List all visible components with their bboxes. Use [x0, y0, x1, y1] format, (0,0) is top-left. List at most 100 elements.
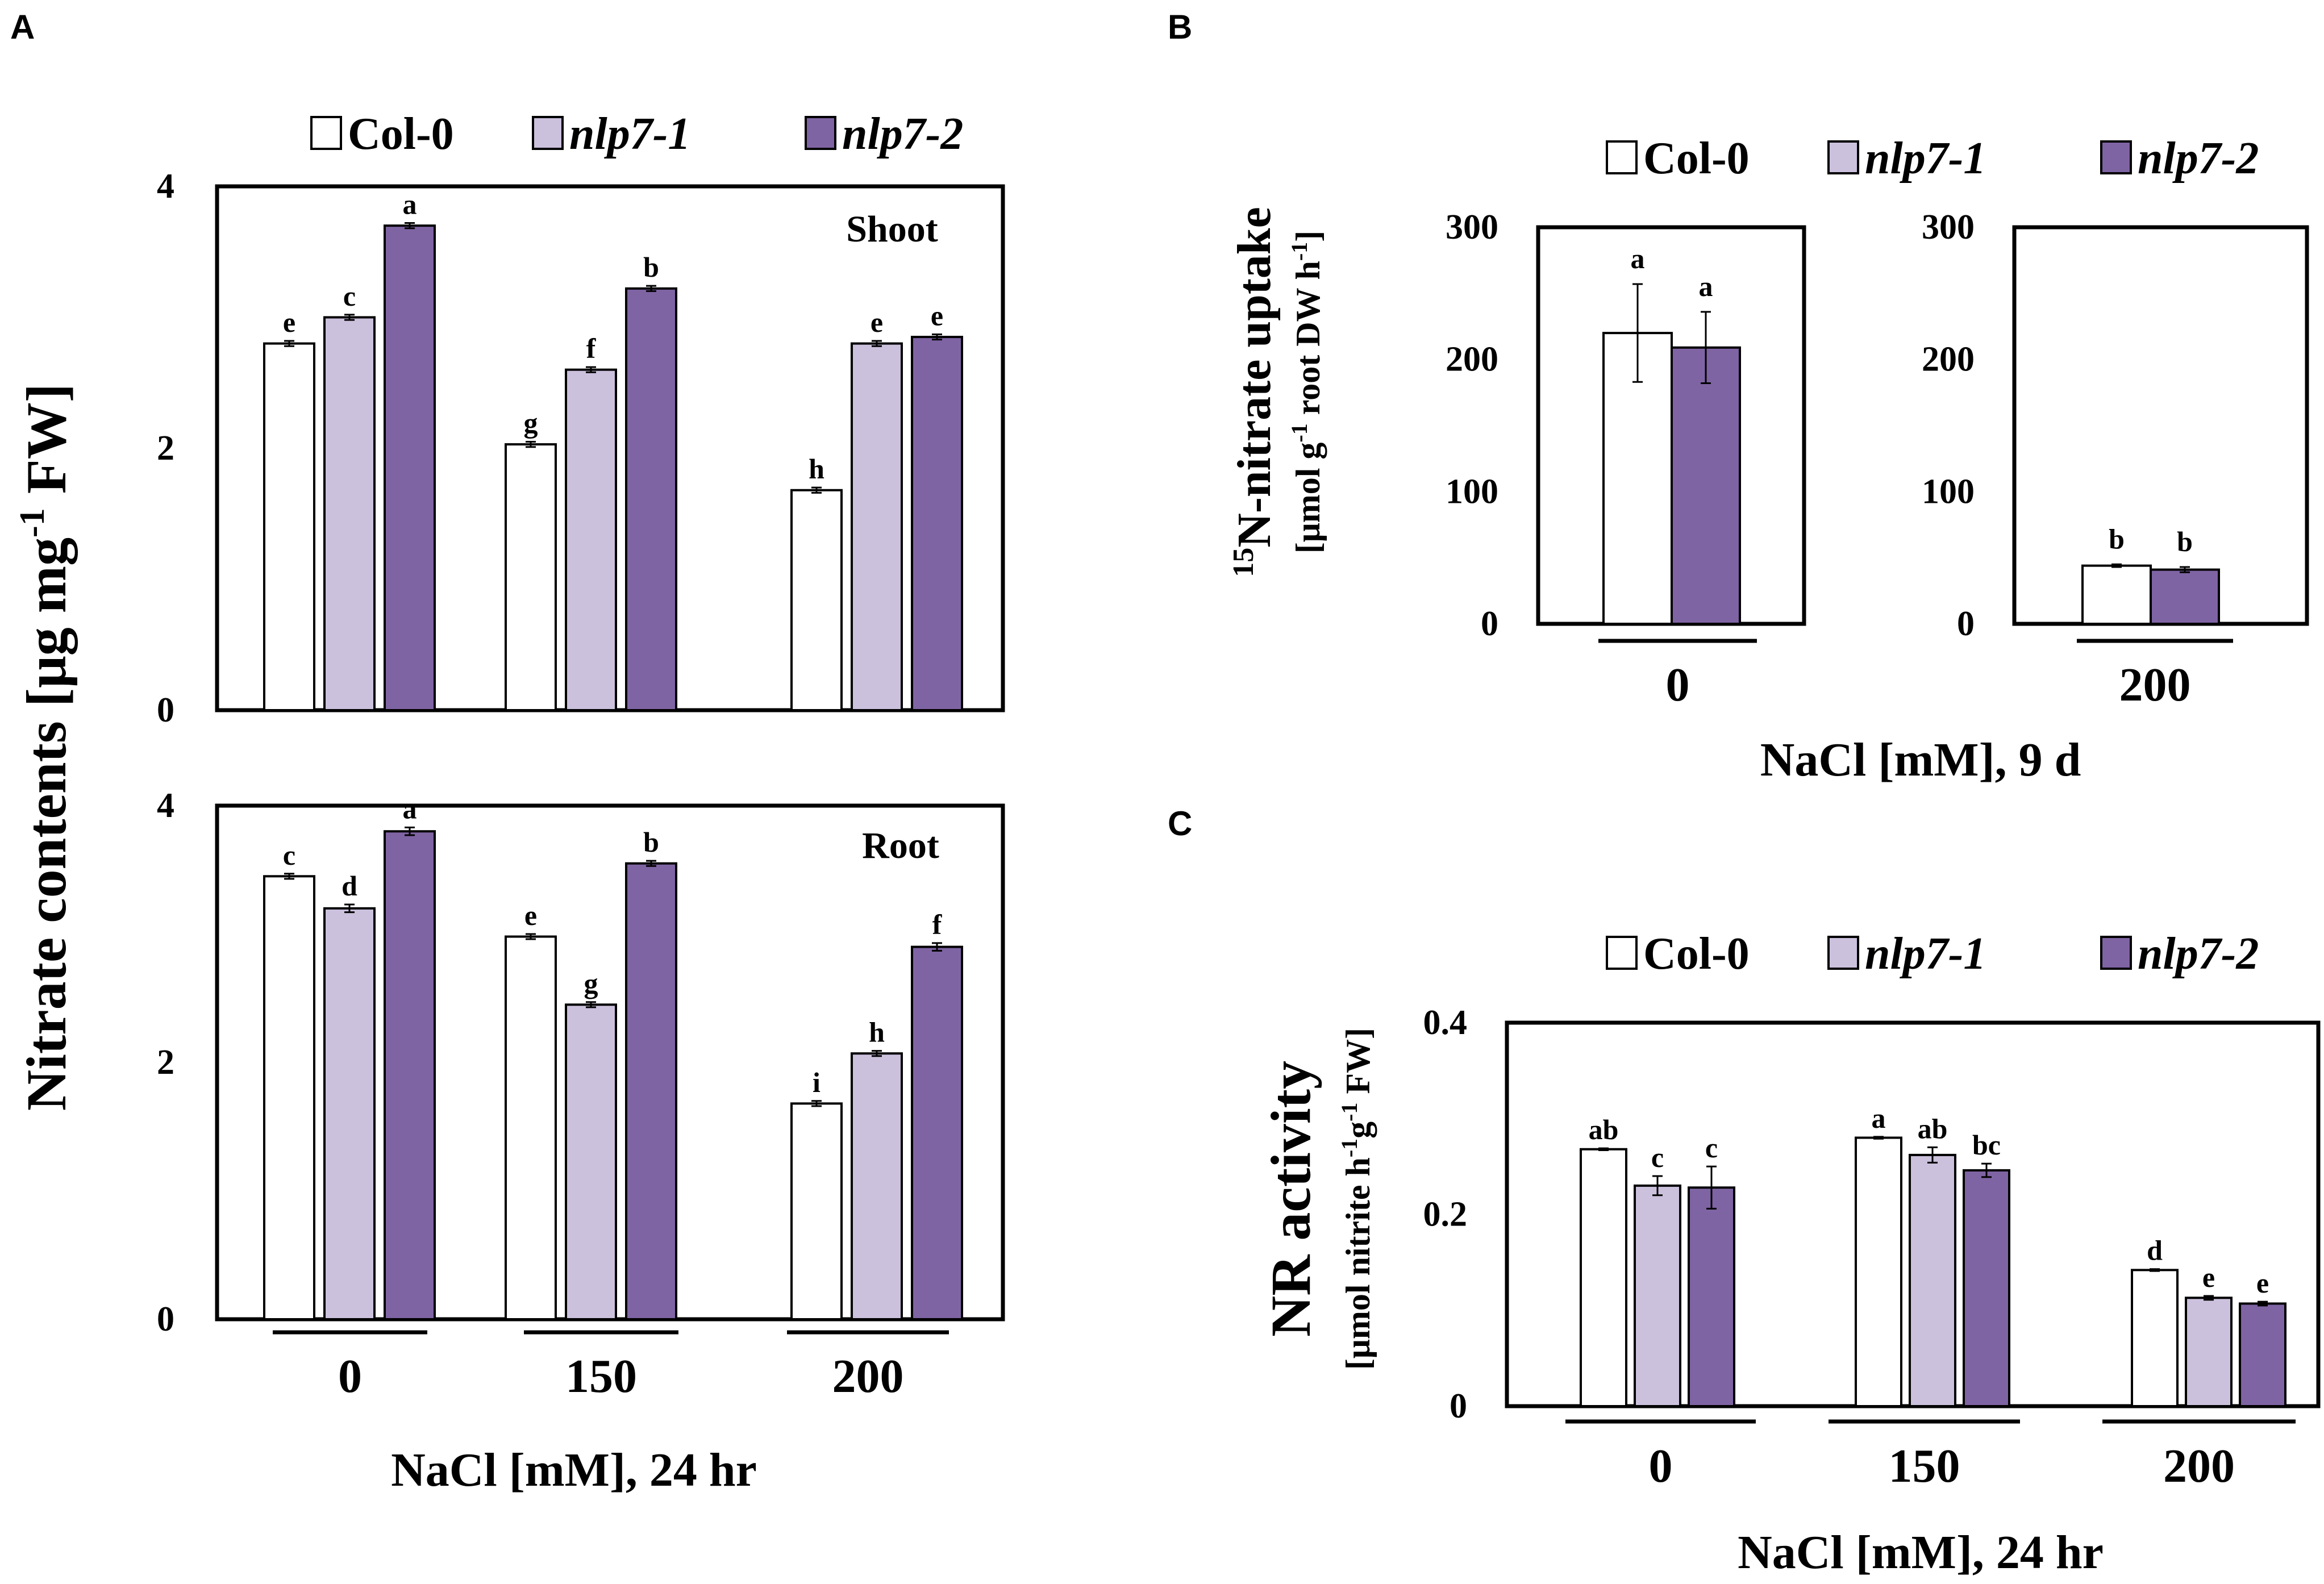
legend-label-nlp72: nlp7-2 — [2138, 929, 2259, 979]
legend-swatch-col0 — [1606, 936, 1638, 970]
panel-a-y-label-tail: FW] — [15, 384, 78, 508]
y-tick-label: 300 — [1922, 208, 1975, 247]
x-category-label-200: 200 — [832, 1350, 904, 1403]
panel-b-y-label2-tail: ] — [1289, 231, 1327, 242]
chart-b-200: 0 100 200 300 b b 200 — [1922, 208, 2309, 711]
inset-label-shoot: Shoot — [846, 209, 938, 250]
y-tick-label: 0 — [157, 691, 174, 730]
significance-letter: a — [1631, 243, 1645, 274]
panel-c-y-axis-label-line1: NR activity — [1259, 1061, 1322, 1337]
y-tick-label: 0.4 — [1423, 1003, 1468, 1042]
panel-b-y-label-sup: 15 — [1227, 548, 1260, 577]
x-category-label-200: 200 — [2163, 1440, 2235, 1493]
bar-nlp7-2-0 — [1688, 1186, 1735, 1407]
x-category-label-200: 200 — [2119, 658, 2191, 711]
bar-nlp7-1-0 — [323, 316, 376, 711]
bar-nlp7-1-200 — [851, 1052, 903, 1321]
significance-letter: f — [586, 332, 597, 364]
panel-a-y-label-main: Nitrate contents [μg mg — [15, 537, 78, 1111]
bar-nlp7-2-200 — [2150, 568, 2220, 626]
panel-a-x-axis-label: NaCl [mM], 24 hr — [391, 1444, 757, 1497]
panel-b-y-label2-mid: root DW h — [1289, 261, 1327, 423]
legend-swatch-nlp71 — [1827, 140, 1859, 174]
panel-c-y-label2-sup2: -1 — [1336, 1103, 1362, 1122]
significance-letter: b — [2109, 523, 2125, 555]
significance-letter: a — [403, 189, 417, 220]
panel-b-y-label2-sup2: -1 — [1286, 242, 1312, 261]
legend-label-nlp71: nlp7-1 — [1865, 134, 1986, 184]
y-tick-label: 0 — [157, 1300, 174, 1339]
legend-swatch-col0 — [310, 116, 342, 150]
x-category-label-0: 0 — [1666, 658, 1690, 711]
panel-c-y-axis-label-line2: [μmol nitrite h-1g-1 FW] — [1336, 1028, 1377, 1370]
inset-label-root: Root — [862, 825, 939, 866]
bar-Col-0-200 — [790, 1102, 843, 1320]
panel-letter-b: B — [1168, 8, 1192, 46]
significance-letter: a — [1699, 270, 1713, 302]
y-tick-label: 0 — [1450, 1387, 1467, 1425]
bar-nlp7-2-0 — [384, 830, 436, 1320]
x-category-label-0: 0 — [338, 1350, 362, 1403]
significance-letter: b — [643, 251, 659, 283]
significance-letter: e — [931, 299, 943, 331]
bar-nlp7-1-150 — [1909, 1153, 1956, 1407]
y-tick-label: 200 — [1446, 340, 1498, 379]
significance-letter: g — [524, 407, 538, 439]
panel-b-y-label-text: N-nitrate uptake — [1228, 207, 1281, 548]
bar-nlp7-2-200 — [2239, 1302, 2286, 1407]
significance-letter: e — [2256, 1267, 2269, 1299]
chart-b-0: 0 100 200 300 a a 0 — [1446, 208, 1806, 711]
bar-nlp7-1-200 — [851, 342, 903, 711]
y-tick-label: 200 — [1922, 340, 1975, 379]
x-category-label-150: 150 — [565, 1350, 637, 1403]
significance-letter: bc — [1972, 1129, 2001, 1161]
panel-c-y-label2-b: g — [1339, 1122, 1377, 1139]
y-tick-label: 0 — [1481, 605, 1498, 643]
panel-b-y-axis-label-line2: [μmol g-1 root DW h-1] — [1286, 231, 1327, 553]
bar-nlp7-1-0 — [1634, 1184, 1681, 1407]
y-tick-label: 2 — [157, 429, 174, 468]
bar-Col-0-0 — [1580, 1148, 1627, 1407]
significance-letter: c — [343, 280, 356, 312]
significance-letter: f — [932, 908, 943, 940]
bar-nlp7-1-150 — [565, 1003, 617, 1321]
legend-panel-c: Col-0 nlp7-1 nlp7-2 — [1606, 929, 2259, 979]
significance-letter: ab — [1589, 1114, 1619, 1145]
bar-nlp7-2-150 — [1963, 1169, 2010, 1407]
panel-a-x-categories: 0 150 200 — [273, 1330, 949, 1403]
panel-c-y-label2-a: [μmol nitrite h — [1339, 1157, 1377, 1370]
bar-Col-0-200 — [790, 489, 843, 711]
legend-swatch-nlp71 — [1827, 936, 1859, 970]
legend-swatch-nlp72 — [805, 116, 836, 150]
panel-c-y-label2-sup1: -1 — [1336, 1139, 1362, 1157]
legend-swatch-nlp72 — [2100, 140, 2132, 174]
legend-label-nlp72: nlp7-2 — [842, 109, 963, 159]
panel-a-y-axis-label: Nitrate contents [μg mg-1 FW] — [13, 384, 78, 1111]
y-tick-label: 300 — [1446, 208, 1498, 247]
panel-letter-c: C — [1168, 804, 1192, 843]
panel-a-y-label-sup: -1 — [13, 508, 52, 537]
legend-label-col0: Col-0 — [348, 109, 454, 159]
y-tick-label: 100 — [1922, 472, 1975, 511]
significance-letter: i — [813, 1066, 821, 1098]
significance-letter: e — [283, 306, 295, 338]
bar-Col-0-150 — [505, 935, 557, 1320]
significance-letter: e — [2202, 1261, 2215, 1293]
legend-label-nlp71: nlp7-1 — [1865, 929, 1986, 979]
y-tick-label: 0.2 — [1423, 1195, 1468, 1234]
legend-label-col0: Col-0 — [1643, 134, 1750, 184]
legend-panel-a: Col-0 nlp7-1 nlp7-2 — [310, 109, 963, 159]
bar-nlp7-1-150 — [565, 368, 617, 711]
bar-Col-0-200 — [2081, 564, 2152, 625]
bar-nlp7-2-200 — [911, 945, 963, 1320]
x-category-label-150: 150 — [1889, 1440, 1960, 1493]
significance-letter: g — [584, 968, 598, 999]
significance-letter: d — [2147, 1235, 2163, 1266]
bar-Col-0-0 — [263, 875, 315, 1321]
x-category-label-0: 0 — [1649, 1440, 1673, 1493]
significance-letter: c — [1651, 1141, 1664, 1173]
y-tick-label: 4 — [157, 167, 174, 206]
y-tick-label: 4 — [157, 786, 174, 825]
significance-letter: b — [2177, 526, 2193, 557]
significance-letter: a — [403, 793, 417, 824]
